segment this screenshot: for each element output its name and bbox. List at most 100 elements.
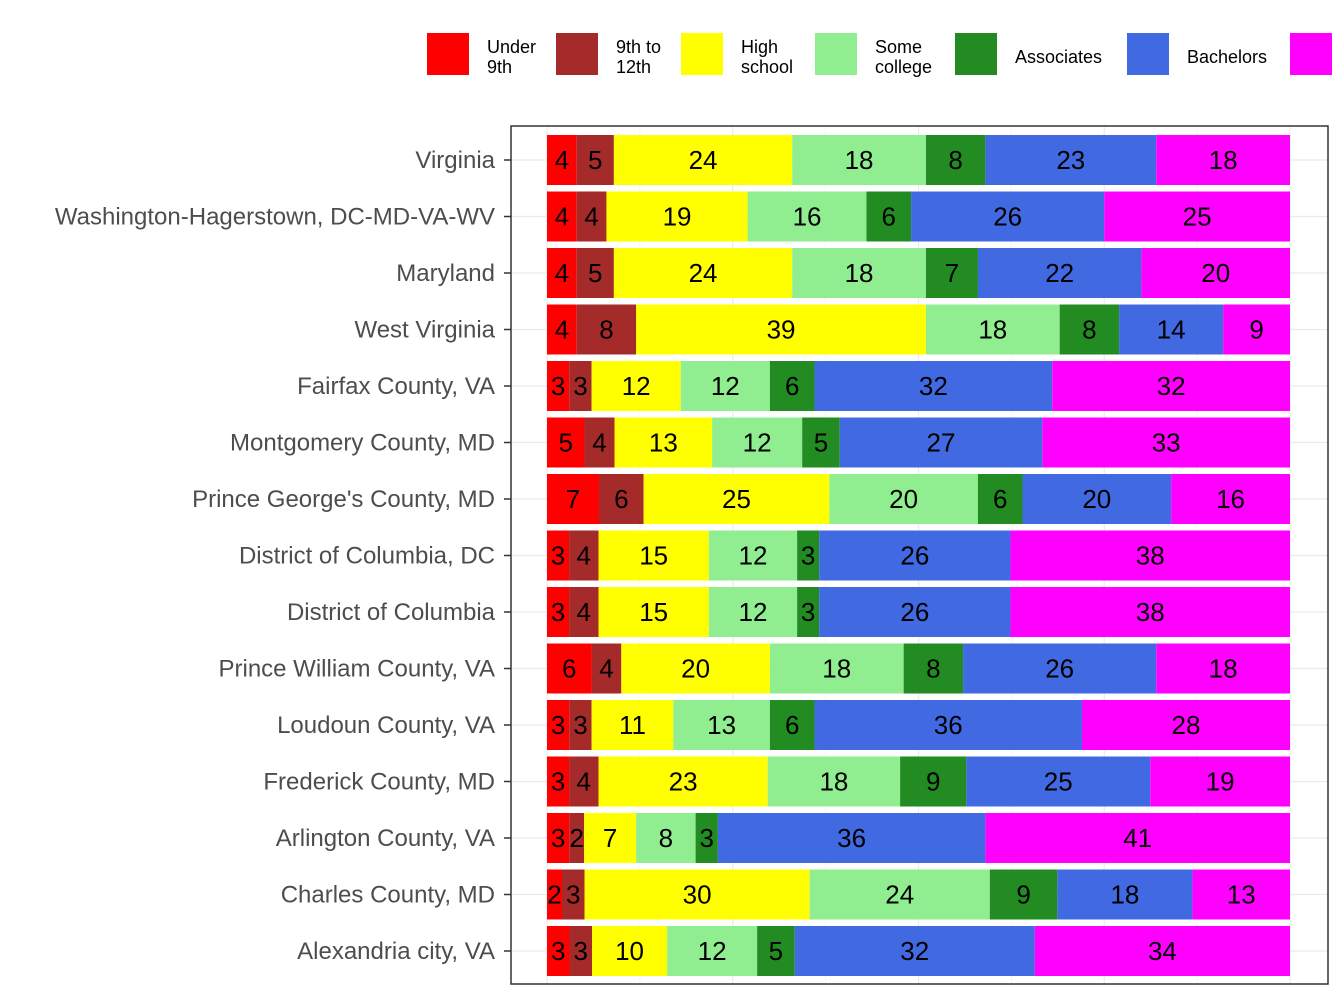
bar-segment (757, 926, 795, 976)
bar-row: 4 5 24 18 7 22 20 (547, 248, 1290, 298)
category-label: Loudoun County, VA (277, 712, 495, 739)
data-label: 3 (551, 823, 565, 853)
legend-item: Some college (815, 33, 932, 77)
legend-item: Under 9th (427, 33, 536, 77)
data-label: 7 (566, 484, 580, 514)
bar-segment (712, 417, 803, 468)
data-label: 16 (1216, 484, 1245, 514)
bar-segment (569, 813, 585, 863)
bar-segment (708, 530, 798, 581)
bar-row: 4 4 19 16 6 26 25 (547, 191, 1290, 242)
data-label: 27 (927, 428, 956, 458)
data-label: 39 (767, 315, 796, 345)
data-label: 3 (551, 710, 565, 740)
data-label: 23 (1056, 145, 1085, 175)
category-label: Arlington County, VA (276, 825, 495, 852)
data-label: 23 (669, 767, 698, 797)
data-label: 9 (1249, 315, 1263, 345)
bar-row: 2 3 30 24 9 18 13 (547, 869, 1290, 920)
data-label: 8 (659, 823, 673, 853)
legend-key (427, 33, 469, 75)
bar-segment (985, 135, 1157, 185)
data-label: 38 (1136, 597, 1165, 627)
bar-segment (636, 304, 926, 355)
bar-segment (819, 530, 1011, 581)
data-label: 18 (845, 258, 874, 288)
data-label: 20 (681, 654, 710, 684)
bar-segment (547, 248, 577, 298)
bar-segment (977, 248, 1142, 298)
bar-segment (613, 248, 793, 298)
category-label: Charles County, MD (281, 882, 495, 909)
bar-segment (584, 813, 637, 863)
bar-segment (1156, 643, 1290, 694)
bar-segment (643, 474, 830, 524)
data-label: 2 (569, 823, 583, 853)
bar-segment (1150, 756, 1290, 807)
bar-segment (576, 135, 614, 185)
data-label: 32 (919, 371, 948, 401)
bar-segment (547, 813, 570, 863)
data-label: 8 (599, 315, 613, 345)
data-label: 3 (700, 823, 714, 853)
bar-segment (814, 361, 1053, 411)
bar-segment (667, 926, 758, 976)
bar-segment (592, 926, 668, 976)
bar-segment (925, 304, 1060, 355)
bar-segment (747, 191, 867, 242)
data-label: 25 (1183, 202, 1212, 232)
bar-segment (829, 474, 978, 524)
bar-segment (985, 813, 1290, 863)
data-label: 12 (739, 597, 768, 627)
bar-segment (614, 417, 713, 468)
data-label: 5 (588, 145, 602, 175)
bar-row: 3 4 23 18 9 25 19 (547, 756, 1290, 807)
legend-label: Associates (1015, 47, 1102, 67)
legend-label: High school (741, 37, 793, 77)
bar-row: 7 6 25 20 6 20 16 (547, 474, 1290, 524)
data-label: 33 (1152, 428, 1181, 458)
data-label: 26 (1045, 654, 1074, 684)
data-label: 12 (743, 428, 772, 458)
bar-segment (569, 587, 599, 637)
legend-item: Bachelors (1127, 33, 1267, 75)
legend-item (1290, 33, 1332, 75)
bar-segment (977, 474, 1023, 524)
bar-segment (547, 756, 570, 807)
data-label: 12 (711, 371, 740, 401)
data-label: 8 (948, 145, 962, 175)
bar-segment (814, 700, 1082, 750)
data-label: 3 (801, 597, 815, 627)
data-label: 7 (603, 823, 617, 853)
bar-segment (1119, 304, 1224, 355)
bars: 4 5 24 18 8 23 184 4 19 16 6 26 254 5 24 18 7 22 204 8 39 18 8… (547, 135, 1290, 976)
data-label: 5 (769, 936, 783, 966)
data-label: 6 (993, 484, 1007, 514)
data-label: 26 (993, 202, 1022, 232)
legend-item: Associates (955, 33, 1102, 75)
bar-segment (613, 135, 793, 185)
bar-segment (576, 248, 614, 298)
category-label: Fairfax County, VA (297, 373, 495, 400)
bar-segment (1022, 474, 1172, 524)
data-label: 8 (1082, 315, 1096, 345)
data-label: 18 (819, 767, 848, 797)
data-label: 7 (945, 258, 959, 288)
bar-segment (769, 700, 815, 750)
data-label: 3 (574, 936, 588, 966)
data-label: 4 (599, 654, 613, 684)
bar-segment (989, 869, 1058, 920)
bar-segment (963, 643, 1157, 694)
category-label: Frederick County, MD (263, 769, 495, 796)
bar-row: 6 4 20 18 8 26 18 (547, 643, 1290, 694)
bar-segment (547, 643, 592, 694)
data-label: 13 (649, 428, 678, 458)
bar-segment (547, 304, 577, 355)
data-label: 25 (722, 484, 751, 514)
bar-segment (591, 700, 674, 750)
bar-segment (562, 869, 585, 920)
bar-segment (819, 587, 1011, 637)
bar-segment (547, 191, 577, 242)
bar-segment (809, 869, 990, 920)
data-label: 4 (555, 202, 569, 232)
